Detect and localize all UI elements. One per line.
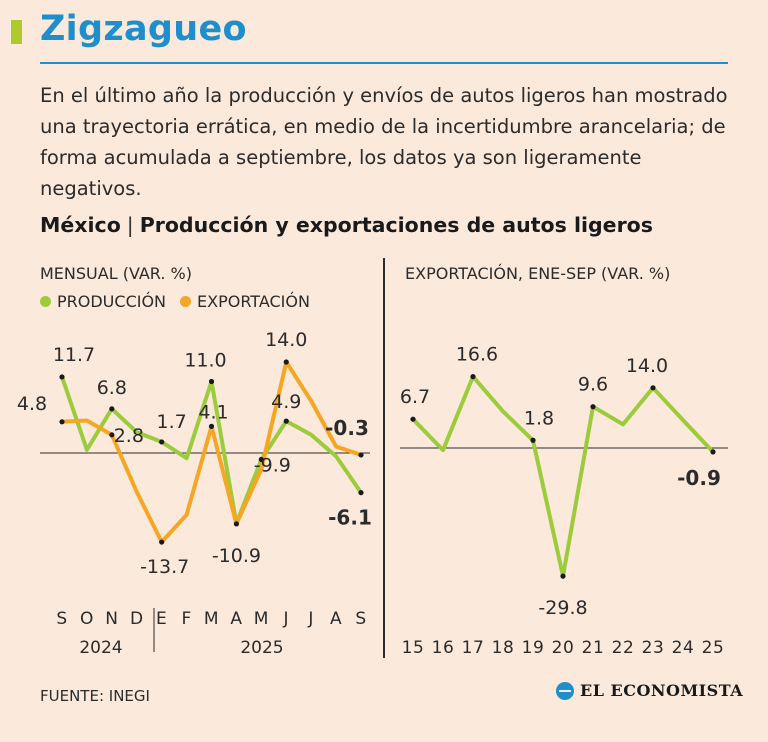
x-tick-label-9: 24	[672, 638, 695, 658]
brand-name: EL ECONOMISTA	[580, 681, 744, 700]
data-point-7	[208, 423, 215, 429]
subtitle-country: México	[40, 213, 121, 237]
data-point-2	[109, 406, 115, 412]
data-label-3: -29.8	[538, 597, 587, 619]
data-label-4: 1.7	[157, 411, 187, 433]
data-label-10: 4.9	[271, 391, 301, 413]
data-label-12: -0.3	[325, 416, 369, 440]
data-point-5	[159, 539, 165, 545]
x-tick-label-3: 18	[492, 638, 515, 658]
x-tick-label-7: A	[230, 609, 242, 629]
data-label-9: -9.9	[254, 455, 291, 477]
page-title: Zigzagueo	[40, 9, 247, 49]
data-label-7: 4.1	[198, 401, 228, 423]
data-point-8	[233, 521, 240, 527]
source-note: FUENTE: INEGI	[40, 687, 150, 705]
data-point-4	[590, 404, 596, 410]
data-label-3: 2.8	[114, 425, 144, 447]
title-accent-bar	[11, 20, 22, 44]
data-point-12	[358, 452, 364, 458]
data-point-6	[710, 449, 716, 455]
series-line-0	[411, 374, 715, 579]
chart-divider	[383, 258, 385, 658]
x-tick-label-0: 15	[402, 638, 425, 658]
data-label-5: 14.0	[626, 355, 668, 377]
x-tick-label-10: J	[307, 609, 314, 629]
data-label-0: 11.7	[53, 344, 95, 366]
data-label-2: 1.8	[524, 407, 554, 429]
year-label-2025: 2025	[240, 638, 283, 658]
data-label-6: 11.0	[184, 350, 226, 372]
data-label-0: 6.7	[400, 386, 430, 408]
monthly-chart: 11.7 4.8 6.8 2.8 1.7 -13.7 11.0 4.1 -10.9 -9.9 4.9…	[17, 329, 372, 658]
x-tick-label-9: J	[282, 609, 289, 629]
x-tick-label-1: 16	[432, 638, 455, 658]
x-tick-label-7: 22	[612, 638, 635, 658]
x-tick-label-2: 17	[462, 638, 485, 658]
data-label-11: 14.0	[265, 329, 307, 351]
chart-subtitle: México | Producción y exportaciones de aut…	[40, 213, 653, 237]
data-point-6	[208, 378, 215, 385]
data-point-11	[283, 359, 289, 365]
x-tick-label-1: O	[80, 609, 94, 629]
x-tick-label-4: 19	[522, 638, 545, 658]
x-tick-label-8: M	[254, 609, 269, 629]
legend-dot-production	[40, 296, 51, 307]
subtitle-topic: Producción y exportaciones de autos lige…	[139, 213, 653, 237]
data-label-5: -13.7	[140, 556, 189, 578]
x-tick-label-0: S	[56, 609, 67, 629]
brand-logo-icon	[556, 681, 574, 700]
data-label-1: 16.6	[456, 344, 498, 366]
data-point-1	[470, 374, 476, 380]
legend-label-export: EXPORTACIÓN	[197, 292, 310, 311]
intro-text: En el último año la producción y envíos …	[40, 84, 728, 200]
data-label-2: 6.8	[97, 377, 127, 399]
legend: PRODUCCIÓN EXPORTACIÓN	[40, 292, 324, 311]
data-point-2	[530, 437, 536, 443]
data-point-0	[410, 416, 416, 422]
x-tick-label-4: E	[156, 609, 167, 629]
annual-chart: 6.7 16.6 1.8 -29.8 9.6 14.0 -0.9 15 16 17 18 19 20 21…	[400, 344, 728, 658]
brand: EL ECONOMISTA	[556, 681, 743, 700]
data-label-4: 9.6	[578, 374, 608, 396]
x-tick-label-6: M	[204, 609, 219, 629]
x-tick-label-3: D	[130, 609, 144, 629]
x-tick-label-8: 23	[642, 638, 665, 658]
data-point-13	[358, 490, 364, 496]
x-tick-label-5: 20	[552, 638, 575, 658]
data-point-3	[560, 573, 566, 579]
x-tick-label-6: 21	[582, 638, 605, 658]
series-line-0	[60, 374, 363, 526]
data-point-0	[59, 374, 65, 380]
subtitle-separator: |	[126, 213, 134, 237]
legend-item-production: PRODUCCIÓN	[40, 292, 166, 311]
right-chart-title: EXPORTACIÓN, ENE-SEP (VAR. %)	[405, 264, 671, 283]
x-tick-label-10: 25	[702, 638, 725, 658]
x-tick-label-11: A	[330, 609, 342, 629]
data-label-6: -0.9	[677, 466, 721, 490]
x-tick-label-2: N	[105, 609, 118, 629]
data-label-1: 4.8	[17, 393, 47, 415]
data-label-8: -10.9	[212, 545, 261, 567]
data-point-9	[258, 456, 264, 463]
x-tick-label-12: S	[355, 609, 366, 629]
year-label-2024: 2024	[79, 638, 122, 658]
data-point-5	[650, 385, 656, 391]
x-tick-label-5: F	[181, 609, 191, 629]
data-point-3	[109, 432, 115, 438]
legend-label-production: PRODUCCIÓN	[57, 292, 167, 311]
legend-dot-export	[180, 296, 192, 307]
data-point-4	[159, 439, 165, 445]
title-rule	[40, 62, 728, 64]
data-point-1	[59, 419, 65, 425]
data-point-10	[283, 418, 289, 424]
legend-item-export: EXPORTACIÓN	[180, 292, 310, 311]
data-label-13: -6.1	[328, 506, 372, 530]
left-chart-title: MENSUAL (VAR. %)	[40, 264, 192, 283]
